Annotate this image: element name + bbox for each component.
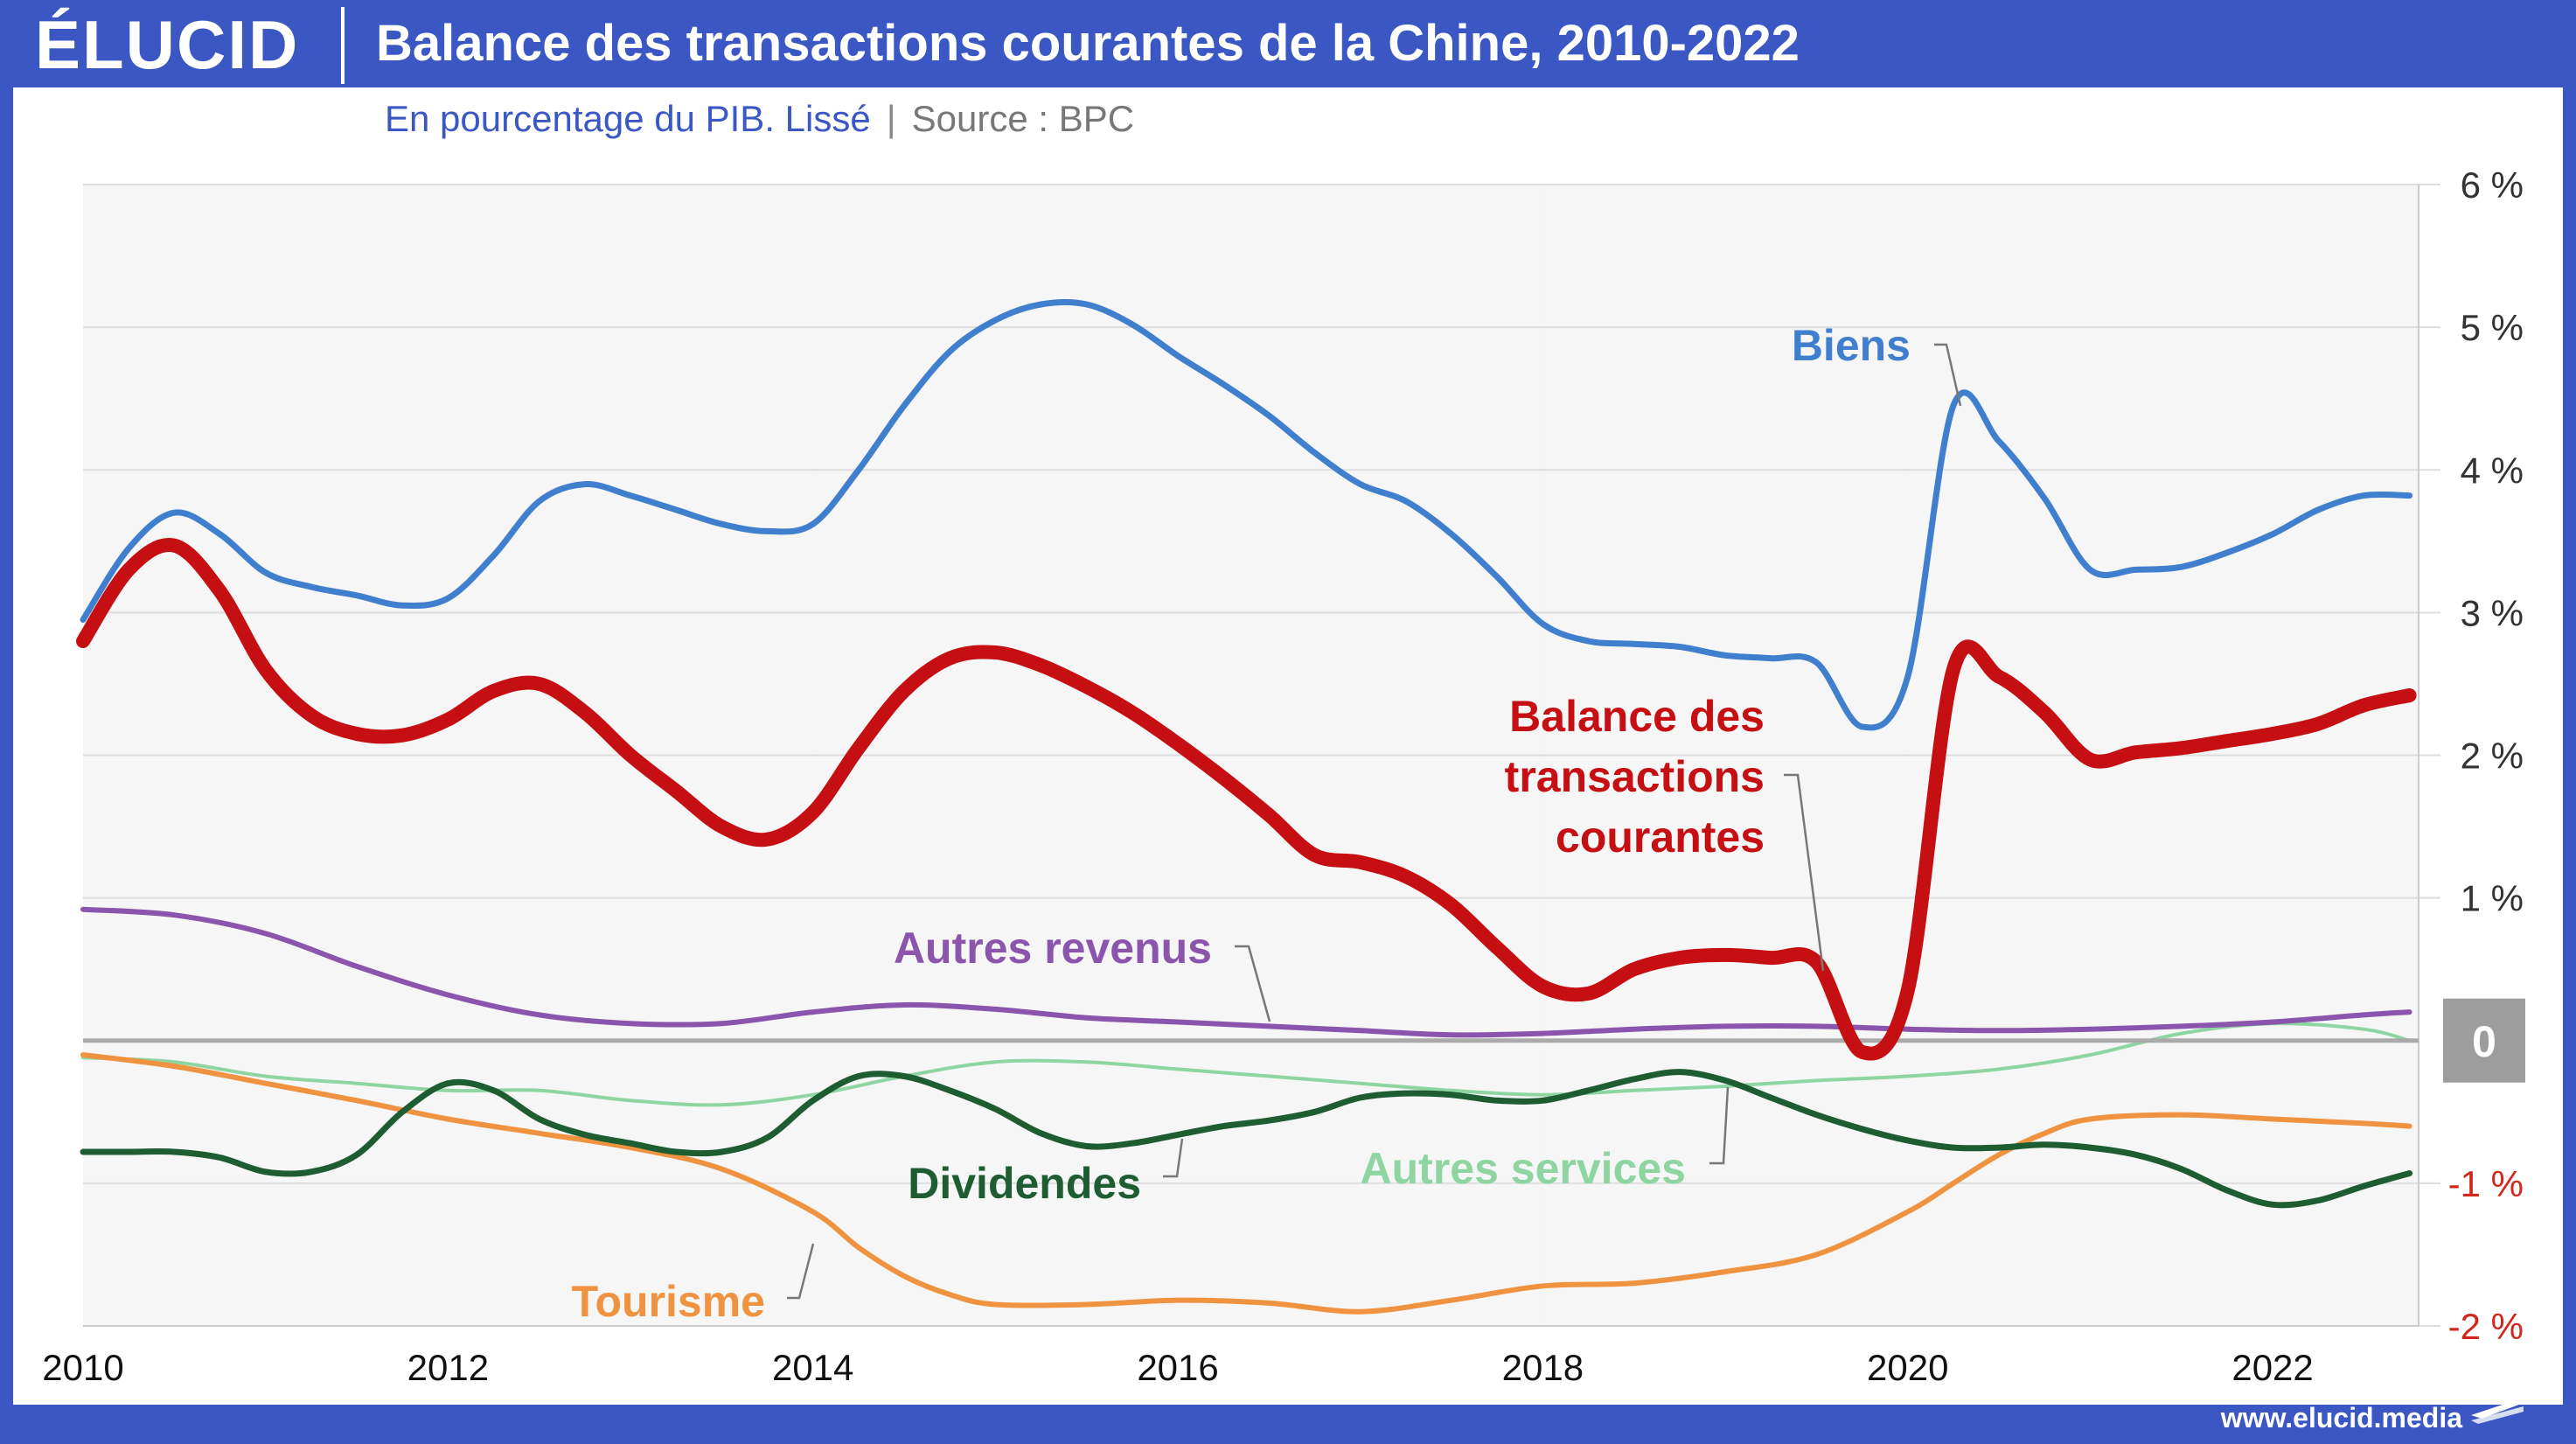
label-tourisme: Tourisme bbox=[572, 1277, 765, 1326]
year-bands bbox=[83, 185, 2419, 1326]
label-balance-line: transactions bbox=[1505, 752, 1765, 801]
y-tick-label: 3 % bbox=[2461, 592, 2524, 633]
label-biens: Biens bbox=[1792, 321, 1911, 370]
zero-badge bbox=[2443, 998, 2525, 1083]
header-separator bbox=[341, 7, 345, 84]
y-tick-label: 1 % bbox=[2461, 878, 2524, 919]
x-tick-label: 2018 bbox=[1502, 1347, 1584, 1388]
leader-biens bbox=[1934, 343, 1962, 407]
subtitle-separator: | bbox=[886, 98, 896, 139]
elucid-mark-icon bbox=[2471, 1398, 2524, 1424]
x-tick-label: 2012 bbox=[407, 1347, 489, 1388]
leader-tourisme bbox=[787, 1243, 815, 1300]
leader-balance bbox=[1784, 773, 1825, 972]
header-bar: ÉLUCID Balance des transactions courante… bbox=[0, 0, 2576, 87]
series-line-tourisme bbox=[80, 1052, 2412, 1315]
series-lines bbox=[76, 298, 2419, 1315]
footer-url[interactable]: www.elucid.media bbox=[2220, 1402, 2462, 1434]
x-tick-label: 2014 bbox=[772, 1347, 853, 1388]
y-axis-ticks: 6 % 5 % 4 % 3 % 2 % 1 % 0 -1 % -2 % bbox=[2443, 164, 2525, 1347]
series-line-autres-revenus bbox=[80, 906, 2412, 1038]
series-line-autres-services bbox=[81, 1022, 2412, 1107]
label-balance-line: Balance des bbox=[1509, 692, 1765, 741]
grid-lines bbox=[83, 184, 2440, 1327]
y-tick-label: 6 % bbox=[2461, 164, 2524, 206]
leader-dividendes bbox=[1163, 1138, 1184, 1178]
leader-autres-revenus bbox=[1235, 945, 1271, 1022]
y-tick-label: 4 % bbox=[2461, 450, 2524, 491]
x-tick-label: 2022 bbox=[2231, 1347, 2313, 1388]
label-dividendes: Dividendes bbox=[908, 1159, 1141, 1208]
y-tick-label: 5 % bbox=[2461, 307, 2524, 348]
chart-title: Balance des transactions courantes de la… bbox=[376, 15, 1800, 72]
source-note: Source : BPC bbox=[911, 98, 1135, 139]
y-tick-label: -1 % bbox=[2448, 1163, 2524, 1204]
subtitle-line: En pourcentage du PIB. Lissé | Source : BP… bbox=[385, 98, 1134, 140]
label-autres-services: Autres services bbox=[1361, 1144, 1686, 1193]
x-tick-label: 2020 bbox=[1867, 1347, 1948, 1388]
x-axis-ticks: 2010 2012 2014 2016 2018 2020 2022 bbox=[42, 1347, 2314, 1388]
y-tick-label: 2 % bbox=[2461, 736, 2524, 777]
annotation-leaders bbox=[787, 343, 1962, 1300]
annotation-labels: Biens Balance des transactions courantes Aut… bbox=[572, 321, 1911, 1326]
series-line-biens bbox=[80, 298, 2413, 731]
label-balance-line: courantes bbox=[1556, 813, 1765, 862]
series-line-dividendes bbox=[80, 1069, 2413, 1209]
chart-subtitle: En pourcentage du PIB. Lissé bbox=[385, 98, 871, 139]
series-line-balance bbox=[76, 537, 2417, 1061]
elucid-logo[interactable]: ÉLUCID bbox=[35, 6, 300, 83]
y-tick-label: -2 % bbox=[2448, 1306, 2524, 1347]
leader-autres-services bbox=[1709, 1086, 1730, 1165]
x-tick-label: 2016 bbox=[1137, 1347, 1218, 1388]
label-autres-revenus: Autres revenus bbox=[894, 924, 1212, 973]
y-tick-label: 0 bbox=[2472, 1017, 2496, 1066]
x-tick-label: 2010 bbox=[42, 1347, 123, 1388]
